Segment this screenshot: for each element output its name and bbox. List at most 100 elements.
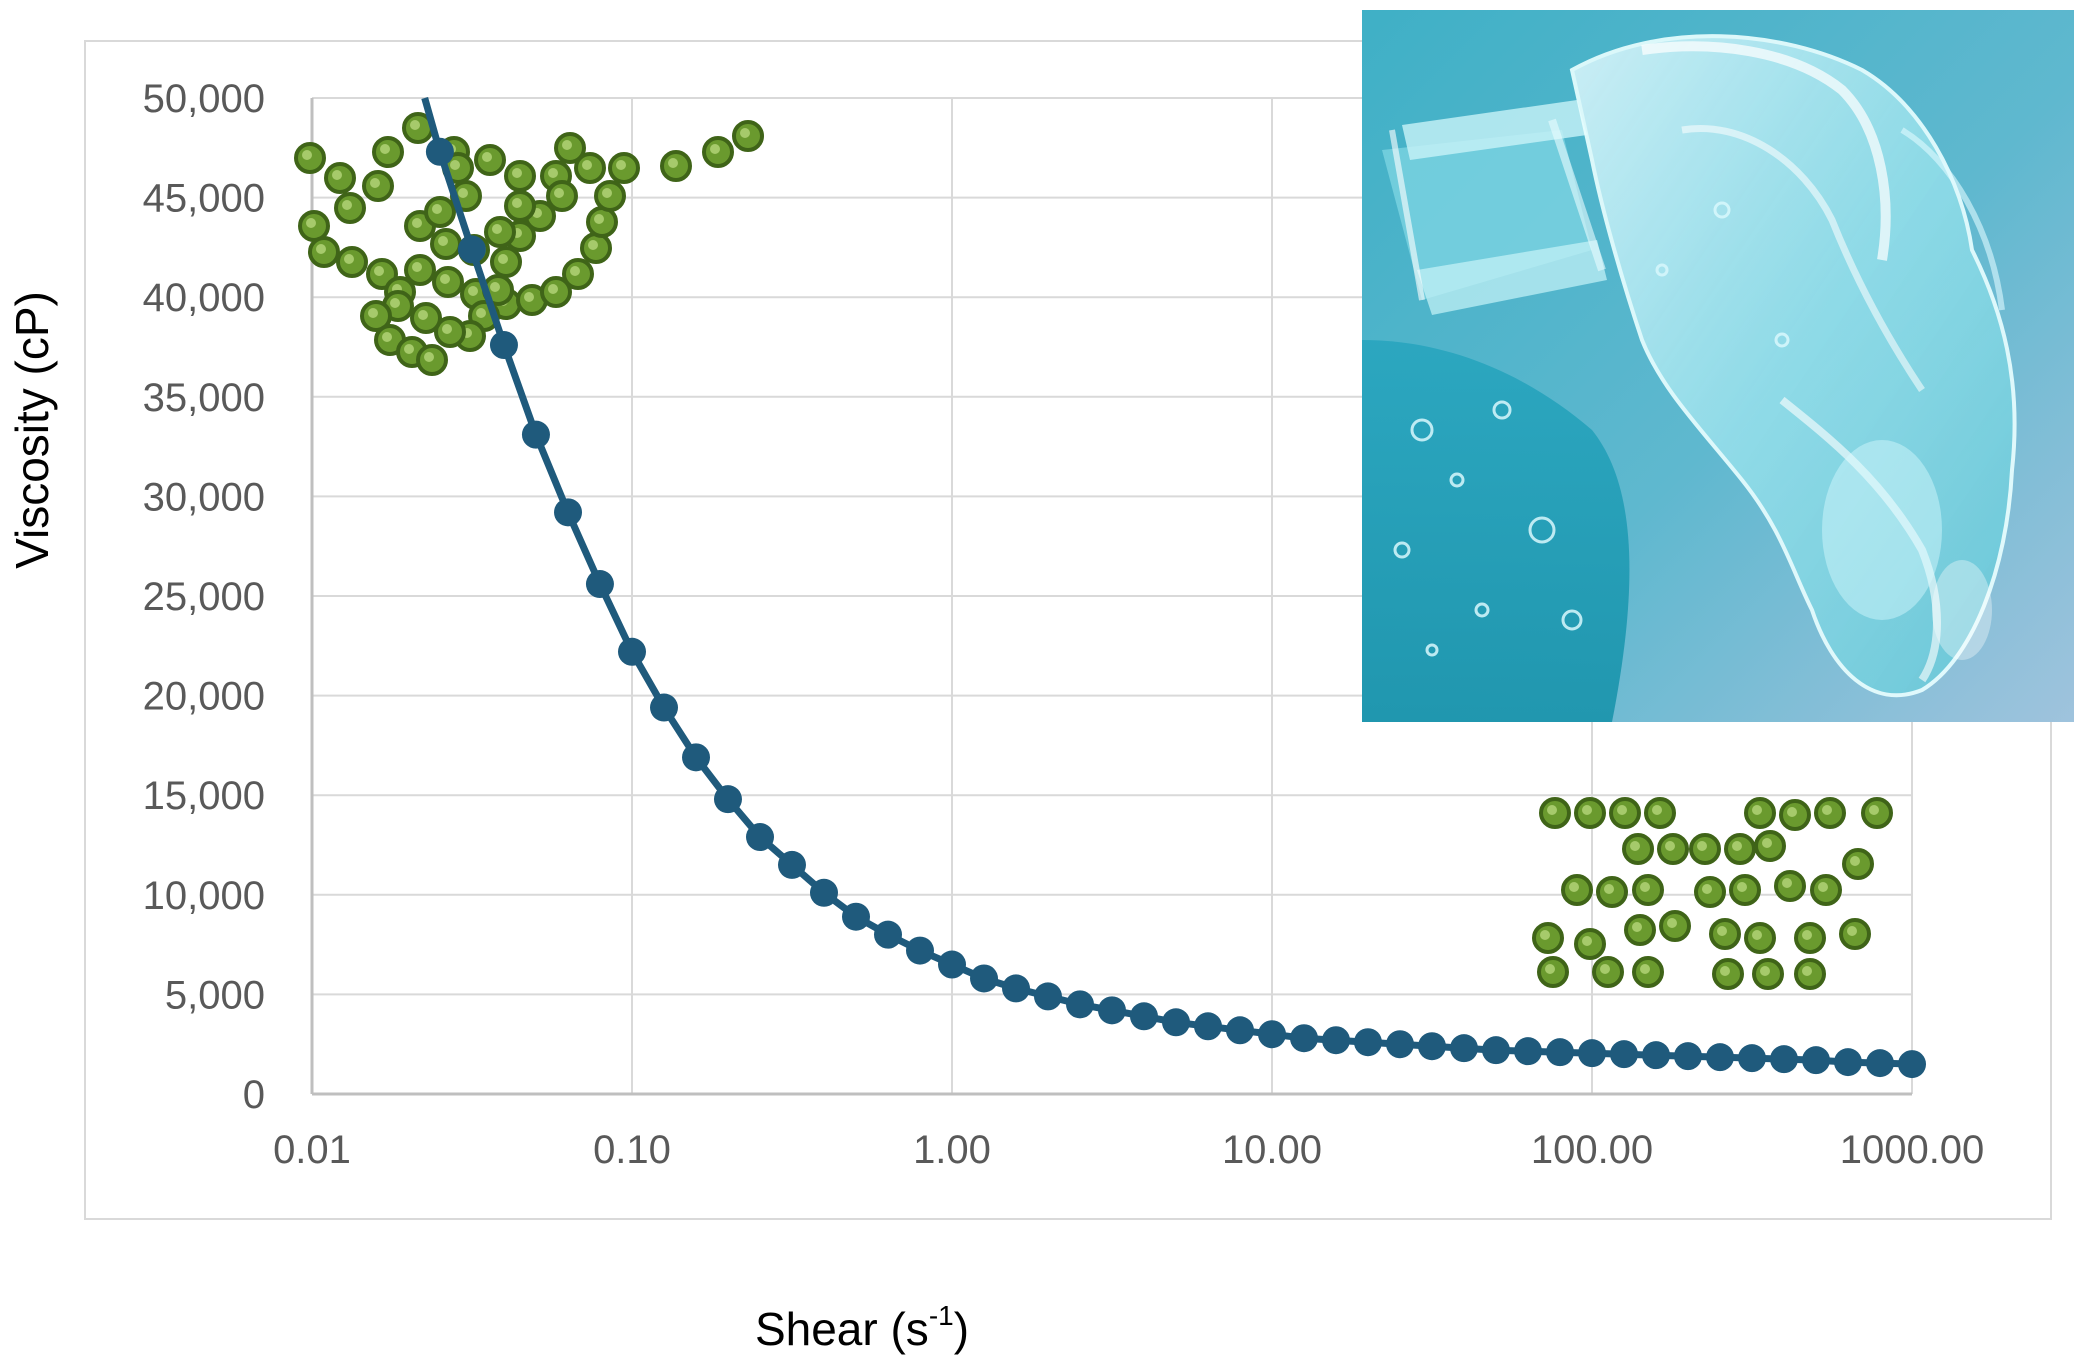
polymer-bead-highlight: [1717, 926, 1727, 936]
polymer-bead-highlight: [450, 160, 460, 170]
polymer-bead-highlight: [316, 244, 326, 254]
data-point: [809, 878, 838, 907]
data-point: [1865, 1049, 1894, 1078]
polymer-bead-highlight: [1702, 884, 1712, 894]
y-tick-label: 50,000: [143, 77, 265, 121]
polymer-bead-highlight: [512, 168, 522, 178]
polymer-bead-highlight: [374, 266, 384, 276]
polymer-bead-highlight: [468, 286, 478, 296]
y-tick-label: 40,000: [143, 276, 265, 320]
polymer-bead-highlight: [412, 262, 422, 272]
polymer-bead-highlight: [432, 204, 442, 214]
polymer-bead-highlight: [1752, 930, 1762, 940]
data-point: [905, 936, 934, 965]
data-point: [1002, 974, 1031, 1003]
polymer-bead-highlight: [410, 120, 420, 130]
polymer-bead-highlight: [440, 274, 450, 284]
polymer-bead-highlight: [1720, 966, 1730, 976]
data-point: [842, 902, 871, 931]
data-point: [1322, 1026, 1351, 1055]
data-point: [457, 235, 486, 264]
data-point: [1514, 1037, 1543, 1066]
x-axis-title-superscript: -1: [929, 1300, 954, 1331]
polymer-bead-highlight: [1582, 805, 1592, 815]
polymer-bead-highlight: [710, 144, 720, 154]
data-point: [585, 570, 614, 599]
data-point: [1898, 1050, 1926, 1079]
polymer-bead-highlight: [1640, 882, 1650, 892]
polymer-bead-highlight: [482, 152, 492, 162]
polymer-bead-highlight: [1540, 930, 1550, 940]
polymer-bead-highlight: [602, 188, 612, 198]
polymer-bead-highlight: [1737, 882, 1747, 892]
data-point: [1706, 1043, 1735, 1072]
data-point: [713, 785, 742, 814]
polymer-bead-highlight: [382, 332, 392, 342]
polymer-bead-highlight: [668, 158, 678, 168]
y-tick-label: 20,000: [143, 675, 265, 719]
tangled-polymer-chains-icon: [294, 112, 764, 376]
data-point: [682, 743, 711, 772]
data-point: [1033, 982, 1062, 1011]
polymer-bead-highlight: [438, 236, 448, 246]
data-point: [777, 850, 806, 879]
data-point: [1545, 1038, 1574, 1067]
data-point: [489, 331, 518, 360]
polymer-bead-highlight: [1818, 882, 1828, 892]
data-point: [1802, 1046, 1831, 1075]
polymer-bead-highlight: [570, 266, 580, 276]
x-tick-label: 1.00: [913, 1128, 991, 1172]
data-point: [938, 950, 966, 979]
polymer-bead-highlight: [344, 254, 354, 264]
polymer-bead-highlight: [1640, 964, 1650, 974]
polymer-bead-highlight: [342, 200, 352, 210]
polymer-bead-highlight: [380, 144, 390, 154]
polymer-bead-highlight: [1787, 807, 1797, 817]
x-axis-title: Shear (s-1): [755, 1300, 969, 1355]
y-tick-label: 45,000: [143, 177, 265, 221]
polymer-bead-highlight: [370, 178, 380, 188]
data-point: [1578, 1039, 1606, 1068]
data-point: [1066, 990, 1095, 1019]
polymer-bead-highlight: [476, 308, 486, 318]
polymer-bead-highlight: [1665, 841, 1675, 851]
series-markers: [425, 137, 1926, 1079]
polymer-bead-highlight: [1752, 805, 1762, 815]
y-tick-label: 15,000: [143, 774, 265, 818]
y-tick-label: 25,000: [143, 575, 265, 619]
x-tick-label: 0.10: [593, 1128, 671, 1172]
data-point: [970, 964, 999, 993]
polymer-bead-highlight: [524, 292, 534, 302]
data-point: [874, 920, 903, 949]
polymer-bead-highlight: [490, 282, 500, 292]
polymer-bead-highlight: [616, 160, 626, 170]
polymer-bead-highlight: [1667, 918, 1677, 928]
polymer-bead-highlight: [1760, 966, 1770, 976]
data-point: [1129, 1002, 1158, 1031]
data-point: [746, 823, 775, 852]
data-point: [1194, 1012, 1223, 1041]
data-point: [1417, 1032, 1446, 1061]
polymer-bead-highlight: [548, 284, 558, 294]
polymer-bead-highlight: [1545, 964, 1555, 974]
polymer-bead-highlight: [512, 198, 522, 208]
polymer-bead-highlight: [1697, 841, 1707, 851]
x-axis-title-base: Shear (s: [755, 1303, 929, 1355]
polymer-bead-highlight: [1632, 922, 1642, 932]
polymer-bead-highlight: [1630, 841, 1640, 851]
polymer-bead-highlight: [492, 224, 502, 234]
polymer-bead-highlight: [1762, 838, 1772, 848]
x-tick-label: 100.00: [1531, 1128, 1653, 1172]
polymer-bead-highlight: [1850, 856, 1860, 866]
polymer-bead-highlight: [424, 352, 434, 362]
y-tick-label: 0: [243, 1073, 265, 1117]
y-axis-title: Viscosity (cP): [6, 291, 58, 569]
polymer-bead-highlight: [368, 308, 378, 318]
aligned-polymer-chains-icon: [1532, 797, 1893, 990]
polymer-bead-highlight: [418, 310, 428, 320]
y-tick-label: 30,000: [143, 475, 265, 519]
data-point: [1258, 1020, 1286, 1049]
polymer-bead-highlight: [554, 188, 564, 198]
data-point: [1834, 1048, 1863, 1077]
data-point: [1225, 1016, 1254, 1045]
